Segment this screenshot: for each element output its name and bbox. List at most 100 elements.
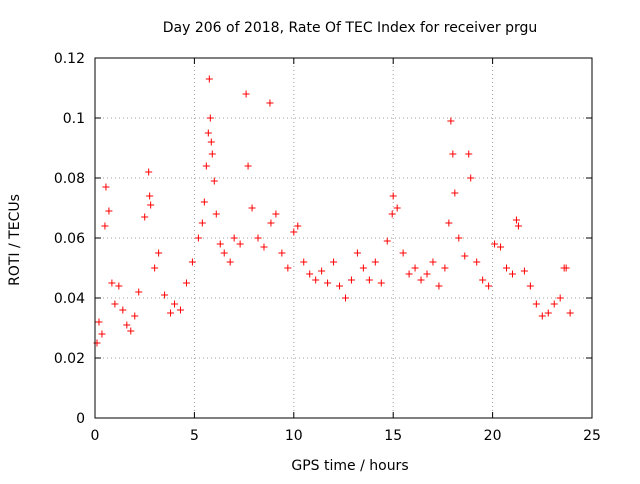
data-point (146, 192, 154, 200)
data-point (205, 75, 213, 83)
data-point (532, 300, 540, 308)
data-point (330, 258, 338, 266)
data-point (155, 249, 163, 257)
points-layer (93, 75, 574, 347)
data-point (497, 243, 505, 251)
data-point (312, 276, 320, 284)
y-tick-label: 0.1 (63, 111, 85, 127)
data-point (556, 294, 564, 302)
data-point (465, 150, 473, 158)
data-point (167, 309, 175, 317)
data-point (389, 192, 397, 200)
data-point (451, 189, 459, 197)
y-axis-label: ROTI / TECUs (7, 194, 23, 286)
y-tick-label: 0.04 (54, 291, 85, 307)
data-point (300, 258, 308, 266)
data-point (127, 327, 135, 335)
data-point (503, 264, 511, 272)
data-point (562, 264, 570, 272)
data-point (411, 264, 419, 272)
data-point (182, 279, 190, 287)
grid-layer (95, 58, 592, 418)
data-point (294, 222, 302, 230)
data-point (435, 282, 443, 290)
data-point (341, 294, 349, 302)
data-point (145, 168, 153, 176)
data-point (514, 222, 522, 230)
data-point (566, 309, 574, 317)
data-point (405, 270, 413, 278)
data-point (399, 249, 407, 257)
data-point (383, 237, 391, 245)
data-point (417, 276, 425, 284)
data-point (447, 117, 455, 125)
axis-layer: 0 0.02 0.04 0.06 0.08 0.1 0.12 0 5 10 15 20 25 (54, 51, 601, 444)
data-point (508, 270, 516, 278)
data-point (208, 150, 216, 158)
data-point (236, 240, 244, 248)
y-tick-label: 0.08 (54, 171, 85, 187)
data-point (207, 138, 215, 146)
data-point (266, 99, 274, 107)
y-tick-label: 0.12 (54, 51, 85, 67)
data-point (95, 318, 103, 326)
data-point (359, 264, 367, 272)
data-point (290, 228, 298, 236)
data-point (176, 306, 184, 314)
x-tick-label: 20 (484, 428, 502, 444)
data-point (151, 264, 159, 272)
data-point (267, 219, 275, 227)
data-point (512, 216, 520, 224)
data-point (441, 264, 449, 272)
data-point (377, 279, 385, 287)
data-point (318, 267, 326, 275)
data-point (473, 258, 481, 266)
data-point (200, 198, 208, 206)
data-point (353, 249, 361, 257)
data-point (347, 276, 355, 284)
data-point (461, 252, 469, 260)
data-point (485, 282, 493, 290)
data-point (141, 213, 149, 221)
data-point (115, 282, 123, 290)
data-point (202, 162, 210, 170)
data-point (102, 183, 110, 191)
data-point (161, 291, 169, 299)
x-tick-label: 25 (583, 428, 601, 444)
data-point (526, 282, 534, 290)
data-point (111, 300, 119, 308)
data-point (445, 219, 453, 227)
data-point (423, 270, 431, 278)
data-point (284, 264, 292, 272)
data-point (204, 129, 212, 137)
data-point (365, 276, 373, 284)
data-point (198, 219, 206, 227)
data-point (260, 243, 268, 251)
data-point (135, 288, 143, 296)
data-point (278, 249, 286, 257)
data-point (216, 240, 224, 248)
data-point (449, 150, 457, 158)
data-point (479, 276, 487, 284)
data-point (254, 234, 262, 242)
data-point (119, 306, 127, 314)
data-point (272, 210, 280, 218)
data-point (388, 210, 396, 218)
data-point (336, 282, 344, 290)
y-tick-label: 0 (76, 411, 85, 427)
data-point (455, 234, 463, 242)
data-point (544, 309, 552, 317)
data-point (98, 330, 106, 338)
data-point (108, 279, 116, 287)
data-point (429, 258, 437, 266)
data-point (206, 114, 214, 122)
x-axis-label: GPS time / hours (291, 458, 408, 474)
data-point (467, 174, 475, 182)
chart-title: Day 206 of 2018, Rate Of TEC Index for r… (163, 20, 538, 36)
data-point (194, 234, 202, 242)
data-point (242, 90, 250, 98)
data-point (538, 312, 546, 320)
data-point (244, 162, 252, 170)
